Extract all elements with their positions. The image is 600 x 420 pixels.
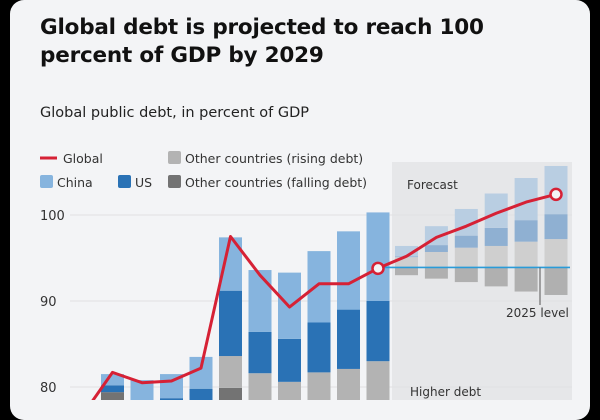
bar-segment-rising <box>278 381 301 400</box>
bar-segment-us <box>337 309 360 369</box>
bar-segment-falling-forecast <box>484 267 508 287</box>
higher-debt-label: Higher debt <box>410 385 481 399</box>
legend-label-us: US <box>135 175 152 190</box>
bar-segment-us-forecast <box>424 245 448 252</box>
bar-segment-us <box>189 388 213 400</box>
bar-segment-rising-forecast <box>544 239 568 268</box>
bar-segment-falling <box>219 387 242 400</box>
bar-segment-us <box>160 398 183 400</box>
bar-segment-falling-forecast <box>544 267 568 295</box>
bar-segment-china <box>130 380 154 400</box>
bar-segment-us-forecast <box>484 227 508 246</box>
bar-segment-rising-forecast <box>395 257 418 268</box>
bar-segment-rising <box>337 368 360 400</box>
bar-segment-us <box>219 290 242 357</box>
bar-segment-china-forecast <box>484 193 508 228</box>
bar-segment-us-forecast <box>544 214 568 240</box>
bar-segment-china <box>101 374 124 386</box>
legend-swatch-china <box>40 175 53 188</box>
y-tick-label: 100 <box>40 209 65 224</box>
legend-swatch-us <box>118 175 131 188</box>
bar-segment-china <box>219 237 242 291</box>
bar-segment-us <box>366 301 390 362</box>
bar-segment-china-forecast <box>514 178 538 221</box>
chart-svg: 80 90 100 Global Other countries (rising de… <box>40 151 572 400</box>
lines <box>91 187 570 400</box>
bar-segment-china <box>189 356 213 389</box>
bar-segment-us <box>307 322 331 373</box>
chart-title: Global debt is projected to reach 100 pe… <box>40 15 484 68</box>
bar-segment-china <box>366 212 390 301</box>
legend-label-china: China <box>57 175 93 190</box>
bar-segment-rising-forecast <box>454 247 478 268</box>
bar-segment-rising <box>366 361 390 400</box>
legend-swatch-falling <box>168 175 181 188</box>
bar-segment-rising-forecast <box>514 241 538 268</box>
level-label: 2025 level <box>506 306 569 320</box>
bar-segment-falling-forecast <box>514 267 538 292</box>
bar-segment-rising-forecast <box>424 251 448 268</box>
forecast-label: Forecast <box>407 178 458 192</box>
legend-swatch-rising <box>168 151 181 164</box>
bar-segment-us <box>278 338 301 382</box>
legend-label-global: Global <box>63 151 103 166</box>
legend-label-falling: Other countries (falling debt) <box>185 175 367 190</box>
legend-label-rising: Other countries (rising debt) <box>185 151 363 166</box>
global-marker <box>549 187 563 202</box>
bar-segment-us <box>101 385 124 393</box>
bar-segment-falling-forecast <box>395 267 418 276</box>
global-marker <box>371 261 385 276</box>
chart-subtitle: Global public debt, in percent of GDP <box>40 105 310 121</box>
bar-segment-china-forecast <box>395 245 418 257</box>
global-line <box>91 192 557 400</box>
bar-segment-rising-forecast <box>484 245 508 268</box>
bars <box>101 165 568 400</box>
bar-segment-us <box>248 331 272 374</box>
forecast-region <box>392 162 572 400</box>
y-tick-label: 90 <box>40 295 57 310</box>
y-tick-label: 80 <box>40 381 57 396</box>
bar-segment-us-forecast <box>454 235 478 248</box>
bar-segment-us-forecast <box>514 220 538 242</box>
bar-segment-rising <box>219 356 242 388</box>
bar-segment-rising <box>307 372 331 400</box>
bar-segment-falling-forecast <box>424 267 448 279</box>
bar-segment-falling <box>101 392 124 400</box>
bar-segment-falling-forecast <box>454 267 478 283</box>
bar-segment-china <box>307 251 331 323</box>
legend: Global Other countries (rising debt) China… <box>40 151 367 190</box>
bar-segment-china <box>337 231 360 310</box>
bar-segment-china <box>248 270 272 332</box>
bar-segment-rising <box>248 373 272 400</box>
